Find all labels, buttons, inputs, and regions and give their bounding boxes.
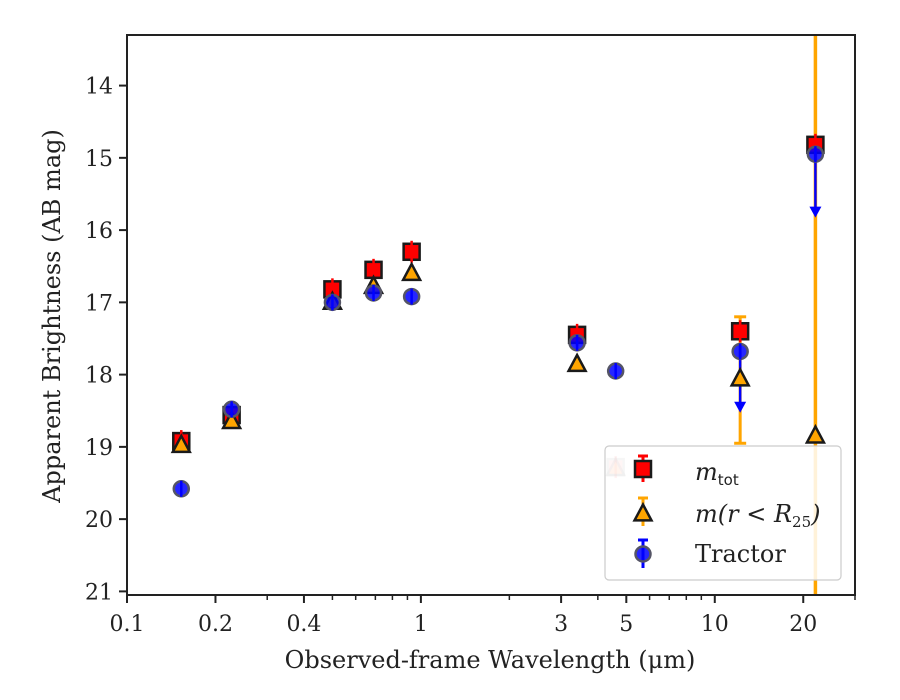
mr25-point-1 (221, 409, 243, 430)
legend-entry-mtot: mtot (695, 458, 739, 489)
y-axis-label: Apparent Brightness (AB mag) (38, 129, 66, 504)
y-tick-label: 15 (85, 147, 113, 172)
x-tick-label: 20 (789, 612, 817, 637)
axis-layer: 14 15 16 17 18 19 20 21 0.1 0.2 0.4 1 3 5 10 20 (85, 34, 856, 637)
x-tick-label: 10 (701, 612, 729, 637)
mr25-point-8 (804, 423, 826, 444)
x-tick-label: 1 (414, 612, 428, 637)
plot-frame (126, 34, 856, 596)
w4-upper-limit-arrow-head (809, 206, 822, 218)
y-tick-label: 20 (85, 508, 113, 533)
y-tick-label: 16 (85, 219, 113, 244)
x-tick-label: 3 (554, 612, 568, 637)
legend-tractor-marker (634, 545, 652, 563)
x-tick-label: 0.2 (198, 612, 233, 637)
legend-frame (604, 445, 842, 581)
mr25-point-4 (401, 261, 423, 282)
x-tick-label: 0.4 (286, 612, 321, 637)
legend-mr25-marker (632, 501, 654, 522)
y-tick-label: 21 (85, 580, 113, 605)
mr25-point-7 (729, 366, 751, 387)
y-tick-label: 17 (85, 291, 113, 316)
y-tick-label: 18 (85, 364, 113, 389)
w3-upper-limit-arrow-head (734, 401, 747, 413)
mr25-point-5 (566, 352, 588, 373)
mr25-point-0 (170, 433, 192, 454)
plot-layer (170, 35, 826, 595)
legend-mtot-marker (633, 459, 653, 479)
x-tick-label: 0.1 (110, 612, 145, 637)
x-axis-label: Observed-frame Wavelength (μm) (285, 646, 696, 674)
y-tick-label: 19 (85, 436, 113, 461)
y-tick-label: 14 (85, 75, 113, 100)
legend-entry-mr25: m(r < R25) (695, 500, 821, 531)
legend: mtot m(r < R25) Tractor (604, 445, 842, 581)
x-tick-label: 5 (619, 612, 633, 637)
legend-entry-tractor: Tractor (695, 540, 786, 568)
